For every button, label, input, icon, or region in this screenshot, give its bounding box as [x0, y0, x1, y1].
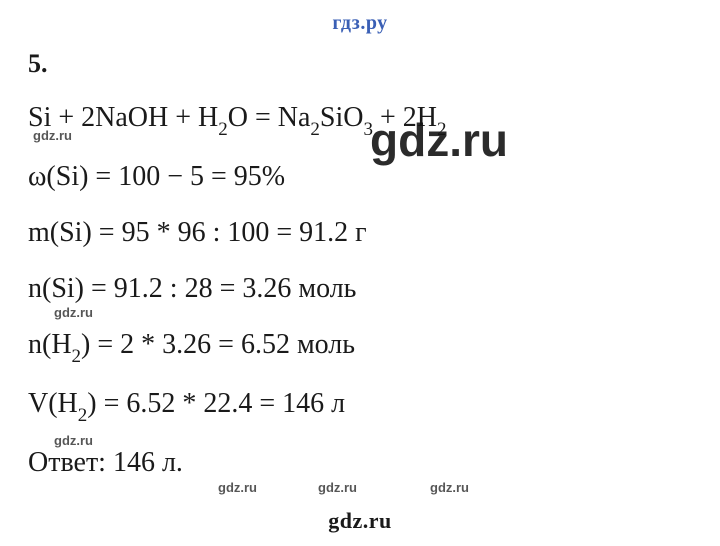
equation-line-3: m(Si) = 95 * 96 : 100 = 91.2 г	[28, 212, 692, 254]
answer-line: Ответ: 146 л.	[28, 442, 692, 484]
equation-line-1: Si + 2NaOH + H2O = Na2SiO3 + 2H2	[28, 97, 692, 142]
page-header: гдз.ру	[0, 0, 720, 43]
equation-line-5: n(H2) = 2 * 3.26 = 6.52 моль	[28, 324, 692, 369]
equation-line-6: V(H2) = 6.52 * 22.4 = 146 л	[28, 383, 692, 428]
page-footer: gdz.ru	[0, 508, 720, 534]
footer-site-name: gdz.ru	[328, 508, 392, 533]
solution-content: 5. Si + 2NaOH + H2O = Na2SiO3 + 2H2 ω(Si…	[0, 43, 720, 484]
problem-number: 5.	[28, 49, 692, 79]
equation-line-4: n(Si) = 91.2 : 28 = 3.26 моль	[28, 268, 692, 310]
header-site-name: гдз.ру	[332, 12, 387, 34]
equation-line-2: ω(Si) = 100 − 5 = 95%	[28, 156, 692, 198]
